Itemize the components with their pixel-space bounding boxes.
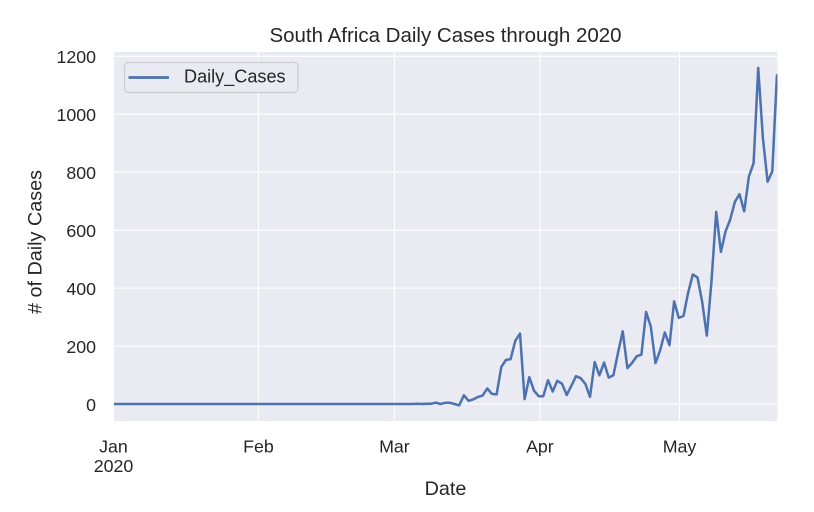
svg-text:May: May <box>663 437 697 457</box>
svg-text:Date: Date <box>425 478 467 500</box>
svg-text:0: 0 <box>86 395 96 415</box>
svg-text:Mar: Mar <box>379 437 410 457</box>
svg-text:200: 200 <box>66 337 96 357</box>
svg-text:400: 400 <box>66 279 96 299</box>
svg-text:600: 600 <box>66 221 96 241</box>
svg-text:# of Daily Cases: # of Daily Cases <box>25 170 47 314</box>
svg-text:1000: 1000 <box>56 105 96 125</box>
svg-text:South Africa Daily Cases throu: South Africa Daily Cases through 2020 <box>269 24 621 47</box>
svg-text:Daily_Cases: Daily_Cases <box>184 67 286 88</box>
svg-text:Apr: Apr <box>526 437 554 457</box>
svg-text:Jan: Jan <box>99 437 128 457</box>
svg-text:800: 800 <box>66 163 96 183</box>
svg-text:2020: 2020 <box>94 456 134 476</box>
svg-text:1200: 1200 <box>56 47 96 67</box>
svg-text:Feb: Feb <box>243 437 274 457</box>
